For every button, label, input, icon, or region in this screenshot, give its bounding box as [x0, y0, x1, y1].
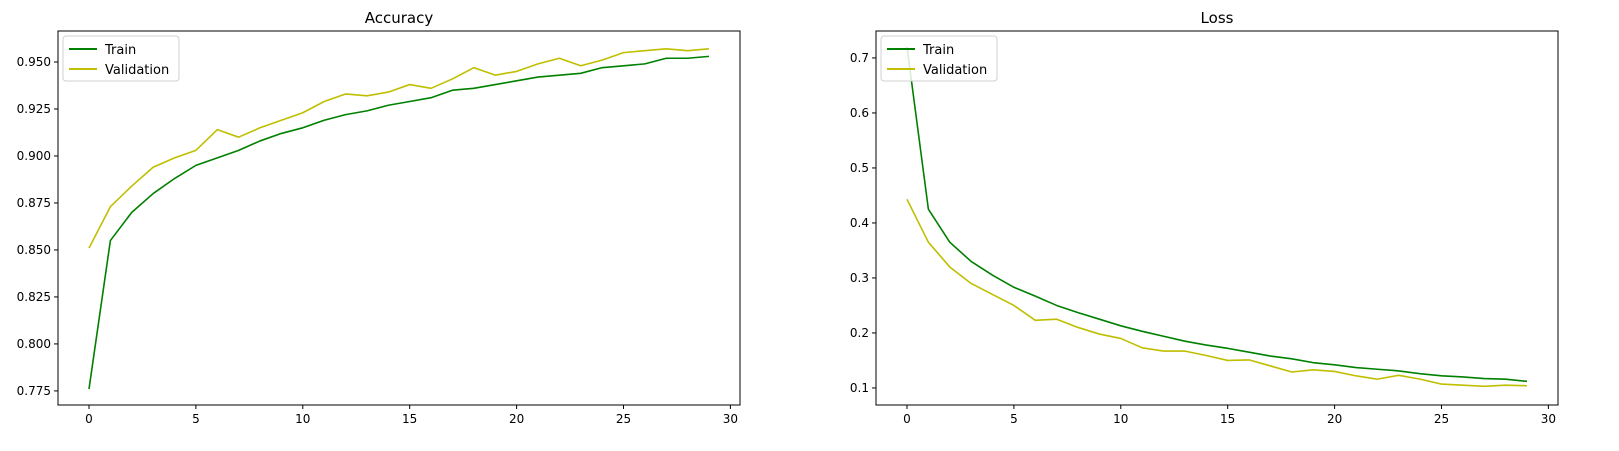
loss-legend-validation-label: Validation [923, 63, 987, 78]
loss-ytick-label: 0.5 [850, 161, 869, 175]
accuracy-xtick-label: 25 [616, 412, 631, 426]
loss-xtick-label: 0 [903, 412, 911, 426]
loss-ytick-label: 0.3 [850, 271, 869, 285]
loss-chart: Loss 0 5 10 15 20 25 30 0.1 0.2 0.3 0.4 0.5 0.6 0.7 T… [850, 9, 1559, 426]
loss-legend: Train Validation [880, 35, 998, 82]
loss-ticks: 0 5 10 15 20 25 30 0.1 0.2 0.3 0.4 0.5 0.6 0.7 [850, 51, 1556, 426]
loss-lines [906, 46, 1528, 388]
accuracy-xtick-label: 30 [723, 412, 738, 426]
accuracy-xtick-label: 15 [402, 412, 417, 426]
loss-xtick-label: 10 [1113, 412, 1128, 426]
accuracy-lines [88, 48, 710, 390]
accuracy-ytick-label: 0.775 [17, 384, 51, 398]
loss-xtick-label: 20 [1327, 412, 1342, 426]
accuracy-legend: Train Validation [62, 35, 180, 82]
loss-ytick-label: 0.2 [850, 326, 869, 340]
loss-xtick-label: 25 [1434, 412, 1449, 426]
accuracy-ticks: 0 5 10 15 20 25 30 0.775 0.800 0.825 0.850 0.875 0.9… [17, 55, 738, 426]
accuracy-xtick-label: 10 [295, 412, 310, 426]
loss-series-train-line [906, 46, 1528, 383]
loss-xtick-label: 5 [1010, 412, 1018, 426]
accuracy-ytick-label: 0.950 [17, 55, 51, 69]
accuracy-plot-frame [57, 30, 741, 406]
accuracy-xtick-label: 20 [509, 412, 524, 426]
loss-title: Loss [1201, 9, 1234, 27]
loss-legend-train-label: Train [922, 43, 954, 58]
accuracy-ytick-label: 0.825 [17, 290, 51, 304]
accuracy-series-train-line [88, 55, 710, 390]
accuracy-ytick-label: 0.875 [17, 196, 51, 210]
accuracy-ytick-label: 0.900 [17, 149, 51, 163]
accuracy-xtick-label: 0 [85, 412, 93, 426]
accuracy-ytick-label: 0.850 [17, 243, 51, 257]
accuracy-legend-train-label: Train [104, 43, 136, 58]
accuracy-xtick-label: 5 [192, 412, 200, 426]
loss-series-validation-line [906, 198, 1528, 388]
accuracy-series-validation-line [88, 48, 710, 249]
accuracy-ytick-label: 0.925 [17, 102, 51, 116]
loss-xtick-label: 15 [1220, 412, 1235, 426]
loss-ytick-label: 0.4 [850, 216, 869, 230]
loss-plot-frame [875, 30, 1559, 406]
accuracy-title: Accuracy [365, 9, 434, 27]
accuracy-ytick-label: 0.800 [17, 337, 51, 351]
loss-ytick-label: 0.1 [850, 381, 869, 395]
accuracy-chart: Accuracy 0 5 10 15 20 25 30 0.775 0.800 0.825 0.85… [17, 9, 741, 426]
loss-ytick-label: 0.6 [850, 106, 869, 120]
accuracy-legend-validation-label: Validation [105, 63, 169, 78]
loss-xtick-label: 30 [1541, 412, 1556, 426]
loss-ytick-label: 0.7 [850, 51, 869, 65]
